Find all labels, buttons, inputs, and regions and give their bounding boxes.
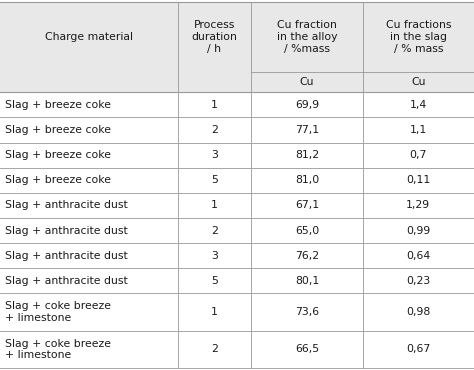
Text: 77,1: 77,1 bbox=[295, 125, 319, 135]
Text: 3: 3 bbox=[211, 251, 218, 261]
Text: Slag + coke breeze
+ limestone: Slag + coke breeze + limestone bbox=[5, 301, 111, 323]
Text: 0,98: 0,98 bbox=[406, 307, 430, 317]
Text: Slag + breeze coke: Slag + breeze coke bbox=[5, 175, 111, 185]
Text: Cu: Cu bbox=[411, 77, 426, 87]
Text: 66,5: 66,5 bbox=[295, 344, 319, 354]
Text: 1,4: 1,4 bbox=[410, 100, 427, 110]
Text: 76,2: 76,2 bbox=[295, 251, 319, 261]
Text: 0,11: 0,11 bbox=[406, 175, 430, 185]
Text: 0,7: 0,7 bbox=[410, 150, 427, 160]
Text: Slag + breeze coke: Slag + breeze coke bbox=[5, 150, 111, 160]
Bar bbox=[0, 2, 474, 72]
Text: 81,2: 81,2 bbox=[295, 150, 319, 160]
Text: Slag + breeze coke: Slag + breeze coke bbox=[5, 100, 111, 110]
Text: 1: 1 bbox=[211, 100, 218, 110]
Text: Slag + anthracite dust: Slag + anthracite dust bbox=[5, 226, 128, 236]
Text: Charge material: Charge material bbox=[45, 32, 133, 42]
Text: 73,6: 73,6 bbox=[295, 307, 319, 317]
Text: Process
duration
/ h: Process duration / h bbox=[191, 20, 237, 54]
Text: 1: 1 bbox=[211, 201, 218, 211]
Text: 81,0: 81,0 bbox=[295, 175, 319, 185]
Text: Slag + coke breeze
+ limestone: Slag + coke breeze + limestone bbox=[5, 339, 111, 360]
Text: 0,64: 0,64 bbox=[406, 251, 430, 261]
Bar bbox=[0, 72, 251, 92]
Text: Slag + anthracite dust: Slag + anthracite dust bbox=[5, 251, 128, 261]
Text: 0,99: 0,99 bbox=[406, 226, 430, 236]
Text: Slag + anthracite dust: Slag + anthracite dust bbox=[5, 276, 128, 286]
Text: 5: 5 bbox=[211, 276, 218, 286]
Text: 80,1: 80,1 bbox=[295, 276, 319, 286]
Text: 2: 2 bbox=[211, 226, 218, 236]
Text: 67,1: 67,1 bbox=[295, 201, 319, 211]
Text: 0,67: 0,67 bbox=[406, 344, 430, 354]
Text: 2: 2 bbox=[211, 125, 218, 135]
Text: 0,23: 0,23 bbox=[406, 276, 430, 286]
Text: 5: 5 bbox=[211, 175, 218, 185]
Text: 1: 1 bbox=[211, 307, 218, 317]
Text: 65,0: 65,0 bbox=[295, 226, 319, 236]
Text: 1,29: 1,29 bbox=[406, 201, 430, 211]
Text: 3: 3 bbox=[211, 150, 218, 160]
Text: 1,1: 1,1 bbox=[410, 125, 427, 135]
Text: Slag + anthracite dust: Slag + anthracite dust bbox=[5, 201, 128, 211]
Bar bbox=[251, 72, 474, 92]
Text: Slag + breeze coke: Slag + breeze coke bbox=[5, 125, 111, 135]
Text: 69,9: 69,9 bbox=[295, 100, 319, 110]
Text: Cu: Cu bbox=[300, 77, 314, 87]
Text: 2: 2 bbox=[211, 344, 218, 354]
Text: Cu fraction
in the alloy
/ %mass: Cu fraction in the alloy / %mass bbox=[277, 20, 337, 54]
Text: Cu fractions
in the slag
/ % mass: Cu fractions in the slag / % mass bbox=[385, 20, 451, 54]
